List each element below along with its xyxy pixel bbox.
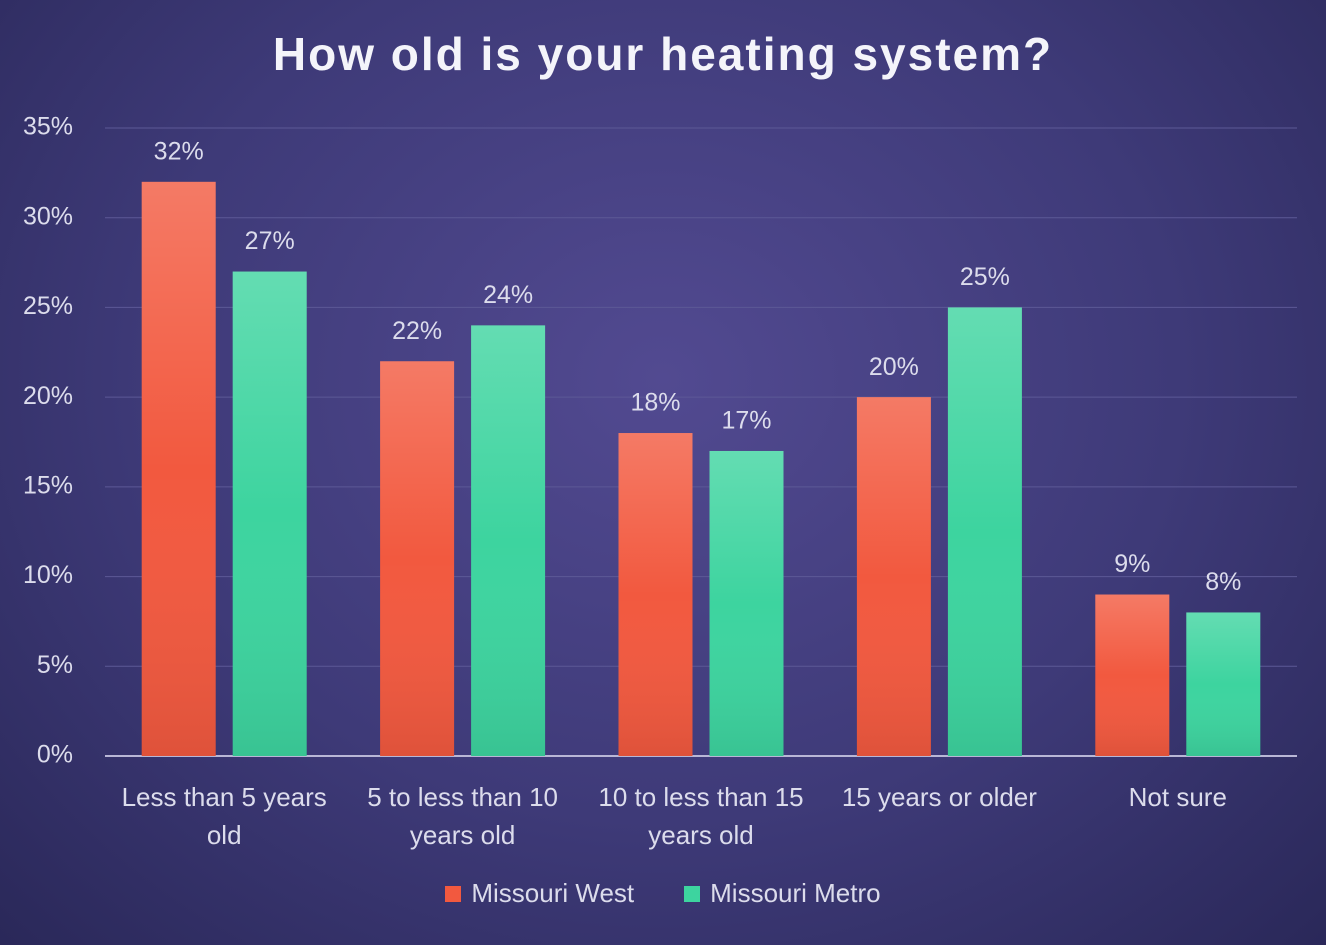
bar-shade xyxy=(1095,594,1170,756)
y-tick-label: 15% xyxy=(23,471,73,499)
y-tick-label: 5% xyxy=(37,651,73,679)
legend-item: Missouri Metro xyxy=(684,878,881,909)
bar-shade xyxy=(232,271,307,756)
data-label: 9% xyxy=(1114,550,1150,578)
bar-shade xyxy=(1186,612,1261,756)
data-label: 18% xyxy=(630,389,680,417)
data-label: 32% xyxy=(154,137,204,165)
x-tick-label: Less than 5 years old xyxy=(121,782,327,850)
bar-shade xyxy=(709,450,784,756)
data-label: 25% xyxy=(960,263,1010,291)
x-tick-label: 15 years or older xyxy=(841,782,1037,812)
data-label: 27% xyxy=(245,227,295,255)
chart-title: How old is your heating system? xyxy=(273,28,1053,80)
legend-swatch xyxy=(684,885,701,902)
legend-item: Missouri West xyxy=(445,878,634,909)
data-label: 24% xyxy=(483,281,533,309)
bar-shade xyxy=(947,307,1022,756)
bar-shade xyxy=(380,361,455,756)
x-tick-label: 5 to less than 10 years old xyxy=(367,782,558,850)
bar-shade xyxy=(618,433,693,756)
data-label: 17% xyxy=(721,407,771,435)
y-tick-label: 10% xyxy=(23,561,73,589)
bar-shade xyxy=(141,181,216,757)
bar-shade xyxy=(471,325,546,756)
bar-shade xyxy=(856,397,931,756)
y-tick-label: 35% xyxy=(23,113,73,141)
legend-label: Missouri Metro xyxy=(710,878,881,908)
y-tick-label: 20% xyxy=(23,382,73,410)
y-tick-label: 25% xyxy=(23,292,73,320)
y-tick-label: 0% xyxy=(37,741,73,769)
data-label: 22% xyxy=(392,317,442,345)
legend-swatch xyxy=(445,885,462,902)
x-tick-label: 10 to less than 15 years old xyxy=(598,782,804,850)
legend-label: Missouri West xyxy=(471,878,635,908)
data-label: 8% xyxy=(1205,568,1241,596)
legend: Missouri West Missouri Metro xyxy=(0,878,1326,909)
y-tick-label: 30% xyxy=(23,202,73,230)
data-label: 20% xyxy=(869,353,919,381)
x-tick-label: Not sure xyxy=(1128,782,1227,812)
